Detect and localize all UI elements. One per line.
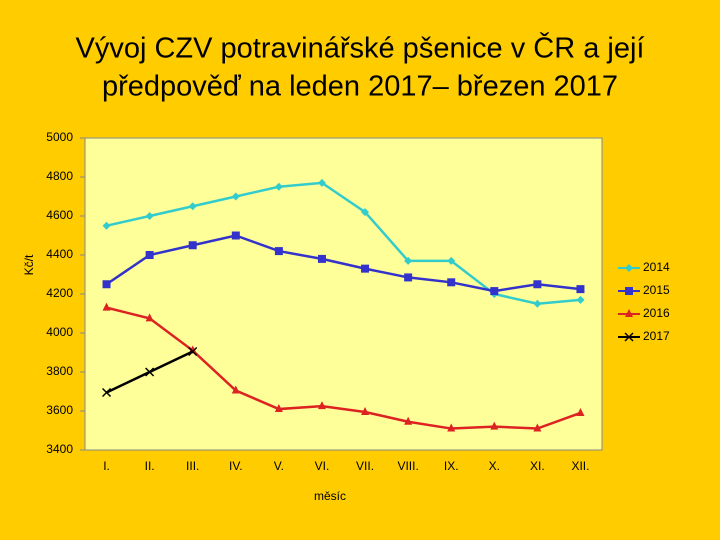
series-line — [106, 306, 581, 430]
y-axis-label: Kč/t — [22, 254, 36, 275]
x-tick-label: I. — [103, 459, 110, 473]
marker — [625, 264, 633, 272]
marker — [447, 423, 456, 432]
plot-area — [84, 137, 603, 451]
legend-label: 2014 — [643, 260, 670, 274]
x-axis-label: měsíc — [314, 489, 346, 503]
marker — [102, 221, 111, 230]
x-tick-label: X. — [489, 459, 500, 473]
marker — [145, 313, 154, 322]
marker — [274, 182, 283, 191]
y-tick-label: 5000 — [46, 130, 73, 144]
marker — [576, 295, 585, 304]
x-tick-label: VI. — [315, 459, 330, 473]
y-tick-label: 4200 — [46, 286, 73, 300]
marker — [317, 178, 326, 187]
legend-label: 2016 — [643, 306, 670, 320]
y-tick-label: 4800 — [46, 169, 73, 183]
y-tick-label: 4000 — [46, 325, 73, 339]
marker — [361, 264, 370, 273]
marker — [317, 401, 326, 410]
x-tick-label: V. — [274, 459, 284, 473]
chart-title: Vývoj CZV potravinářské pšenice v ČR a j… — [76, 31, 645, 65]
y-tick-label: 3400 — [46, 442, 73, 456]
marker — [361, 208, 370, 217]
x-tick-label: XII. — [571, 459, 589, 473]
marker — [533, 280, 542, 289]
marker — [145, 212, 154, 220]
marker — [404, 256, 413, 265]
marker — [102, 302, 111, 311]
marker — [447, 278, 456, 287]
legend-label: 2017 — [643, 329, 670, 343]
marker — [145, 251, 154, 259]
marker — [624, 332, 634, 342]
marker — [533, 423, 542, 432]
x-tick-label: II. — [145, 459, 155, 473]
x-tick-label: VIII. — [397, 459, 418, 473]
marker — [404, 273, 413, 282]
marker — [404, 416, 413, 425]
series-line — [105, 234, 581, 293]
marker — [490, 287, 499, 296]
marker — [145, 367, 155, 377]
x-tick-label: III. — [186, 459, 199, 473]
legend-label: 2015 — [643, 283, 670, 297]
y-tick-label: 4400 — [46, 247, 73, 261]
y-tick-label: 3800 — [46, 364, 73, 378]
marker — [361, 406, 370, 415]
series-line — [106, 181, 581, 306]
marker — [102, 280, 111, 289]
y-tick-label: 4600 — [46, 208, 73, 222]
marker — [102, 387, 112, 398]
x-tick-label: VII. — [356, 459, 374, 473]
chart-title: předpověď na leden 2017– březen 2017 — [102, 71, 618, 103]
marker — [274, 247, 283, 256]
x-tick-label: IX. — [444, 459, 459, 473]
marker — [490, 421, 499, 430]
marker — [188, 241, 197, 250]
marker — [274, 404, 283, 413]
marker — [447, 256, 456, 265]
marker — [576, 407, 585, 416]
marker — [231, 192, 240, 201]
marker — [625, 287, 633, 295]
x-tick-label: XI. — [530, 459, 545, 473]
marker — [188, 202, 197, 211]
x-tick-label: IV. — [229, 459, 243, 473]
marker — [231, 385, 240, 394]
marker — [625, 309, 633, 317]
marker — [533, 299, 542, 308]
marker — [317, 254, 326, 263]
marker — [231, 231, 240, 240]
y-tick-label: 3600 — [46, 403, 73, 417]
marker — [576, 285, 585, 294]
marker — [188, 346, 198, 357]
